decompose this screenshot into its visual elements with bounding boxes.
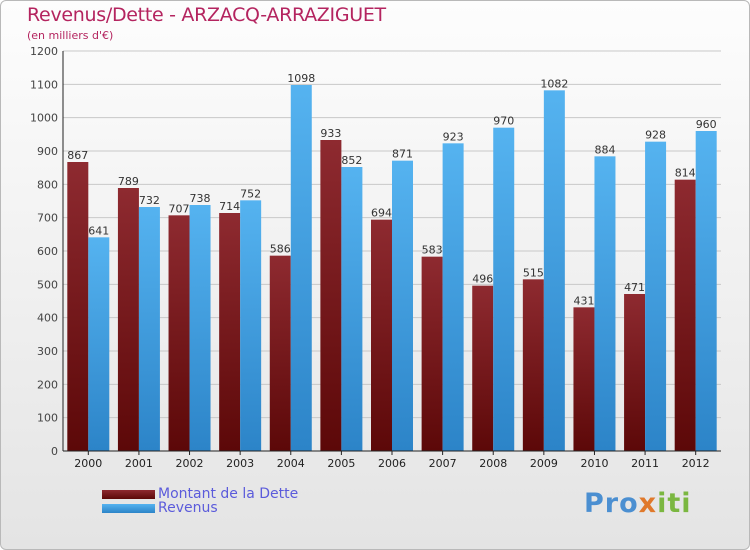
data-label-debt: 867: [67, 149, 88, 162]
data-label-revenue: 732: [139, 194, 160, 207]
y-tick-label: 800: [37, 178, 58, 191]
data-label-debt: 814: [675, 167, 696, 180]
bar-revenue: [695, 131, 717, 451]
bar-revenue: [290, 85, 312, 451]
y-tick-label: 300: [37, 345, 58, 358]
data-label-revenue: 884: [594, 143, 615, 156]
x-tick-label: 2004: [277, 457, 305, 470]
y-tick-label: 1200: [30, 45, 58, 58]
data-label-debt: 496: [472, 273, 493, 286]
logo-part-1: Pro: [584, 488, 639, 519]
legend-item-debt: Montant de la Dette: [102, 487, 298, 501]
legend-swatch-debt: [102, 489, 155, 499]
y-tick-label: 100: [37, 412, 58, 425]
chart-title: Revenus/Dette - ARZACQ-ARRAZIGUET: [27, 4, 386, 26]
bar-debt: [371, 219, 392, 451]
data-label-debt: 933: [320, 127, 341, 140]
x-tick-label: 2010: [580, 457, 608, 470]
bar-revenue: [88, 237, 110, 451]
y-tick-label: 200: [37, 378, 58, 391]
x-tick-label: 2007: [429, 457, 457, 470]
x-tick-label: 2002: [176, 457, 204, 470]
bar-revenue: [392, 160, 413, 451]
bar-revenue: [493, 127, 515, 452]
data-label-revenue: 1082: [540, 77, 568, 90]
data-label-revenue: 852: [341, 154, 362, 167]
chart-subtitle: (en milliers d'€): [27, 29, 114, 42]
y-tick-label: 0: [51, 445, 58, 458]
bar-debt: [421, 256, 443, 451]
legend-label-debt: Montant de la Dette: [158, 486, 299, 502]
logo-part-2: x: [638, 488, 658, 519]
y-tick-label: 700: [37, 212, 58, 225]
data-label-revenue: 923: [443, 130, 464, 143]
bar-debt: [168, 215, 190, 451]
bar-debt: [320, 140, 342, 451]
bar-revenue: [645, 141, 667, 451]
data-label-debt: 583: [422, 244, 443, 257]
bar-revenue: [543, 90, 565, 451]
x-tick-label: 2001: [125, 457, 153, 470]
y-tick-label: 900: [37, 145, 58, 158]
data-label-debt: 586: [270, 243, 291, 256]
bar-debt: [573, 307, 595, 451]
bar-debt: [219, 213, 241, 451]
data-label-revenue: 960: [696, 118, 717, 131]
data-label-debt: 707: [169, 202, 190, 215]
bar-debt: [472, 285, 494, 451]
bar-debt: [117, 188, 139, 451]
x-tick-label: 2009: [530, 457, 558, 470]
bar-debt: [522, 279, 544, 451]
x-tick-label: 2008: [479, 457, 507, 470]
bar-debt: [674, 179, 696, 451]
legend-label-revenue: Revenus: [158, 500, 218, 516]
data-label-revenue: 928: [645, 129, 666, 142]
y-tick-label: 1000: [30, 112, 58, 125]
logo-part-3: iti: [657, 488, 692, 519]
y-tick-label: 400: [37, 312, 58, 325]
data-label-debt: 789: [118, 175, 139, 188]
data-label-debt: 714: [219, 200, 240, 213]
x-tick-label: 2005: [327, 457, 355, 470]
legend-item-revenue: Revenus: [102, 501, 298, 515]
proxiti-logo: Proxiti: [584, 488, 692, 519]
data-label-revenue: 871: [392, 148, 413, 161]
legend: Montant de la Dette Revenus: [102, 487, 298, 515]
x-tick-label: 2000: [74, 457, 102, 470]
x-tick-label: 2006: [378, 457, 406, 470]
bar-revenue: [341, 167, 363, 451]
data-label-debt: 515: [523, 266, 544, 279]
data-label-debt: 471: [624, 281, 645, 294]
data-label-revenue: 752: [240, 187, 261, 200]
x-tick-label: 2011: [631, 457, 659, 470]
bar-debt: [67, 162, 89, 451]
bar-revenue: [189, 205, 211, 451]
x-tick-label: 2012: [682, 457, 710, 470]
data-label-debt: 431: [573, 294, 594, 307]
legend-swatch-revenue: [102, 503, 155, 513]
y-tick-label: 600: [37, 245, 58, 258]
data-label-debt: 694: [371, 207, 392, 220]
bar-revenue: [594, 156, 616, 452]
bar-debt: [269, 255, 291, 451]
data-label-revenue: 1098: [287, 72, 315, 85]
bar-revenue: [240, 200, 262, 451]
bar-revenue: [442, 143, 464, 452]
y-tick-label: 1100: [30, 78, 58, 91]
data-label-revenue: 738: [190, 192, 211, 205]
bar-revenue: [138, 207, 160, 451]
data-label-revenue: 970: [493, 115, 514, 128]
y-tick-label: 500: [37, 278, 58, 291]
data-label-revenue: 641: [88, 224, 109, 237]
x-tick-label: 2003: [226, 457, 254, 470]
bar-debt: [624, 294, 646, 451]
